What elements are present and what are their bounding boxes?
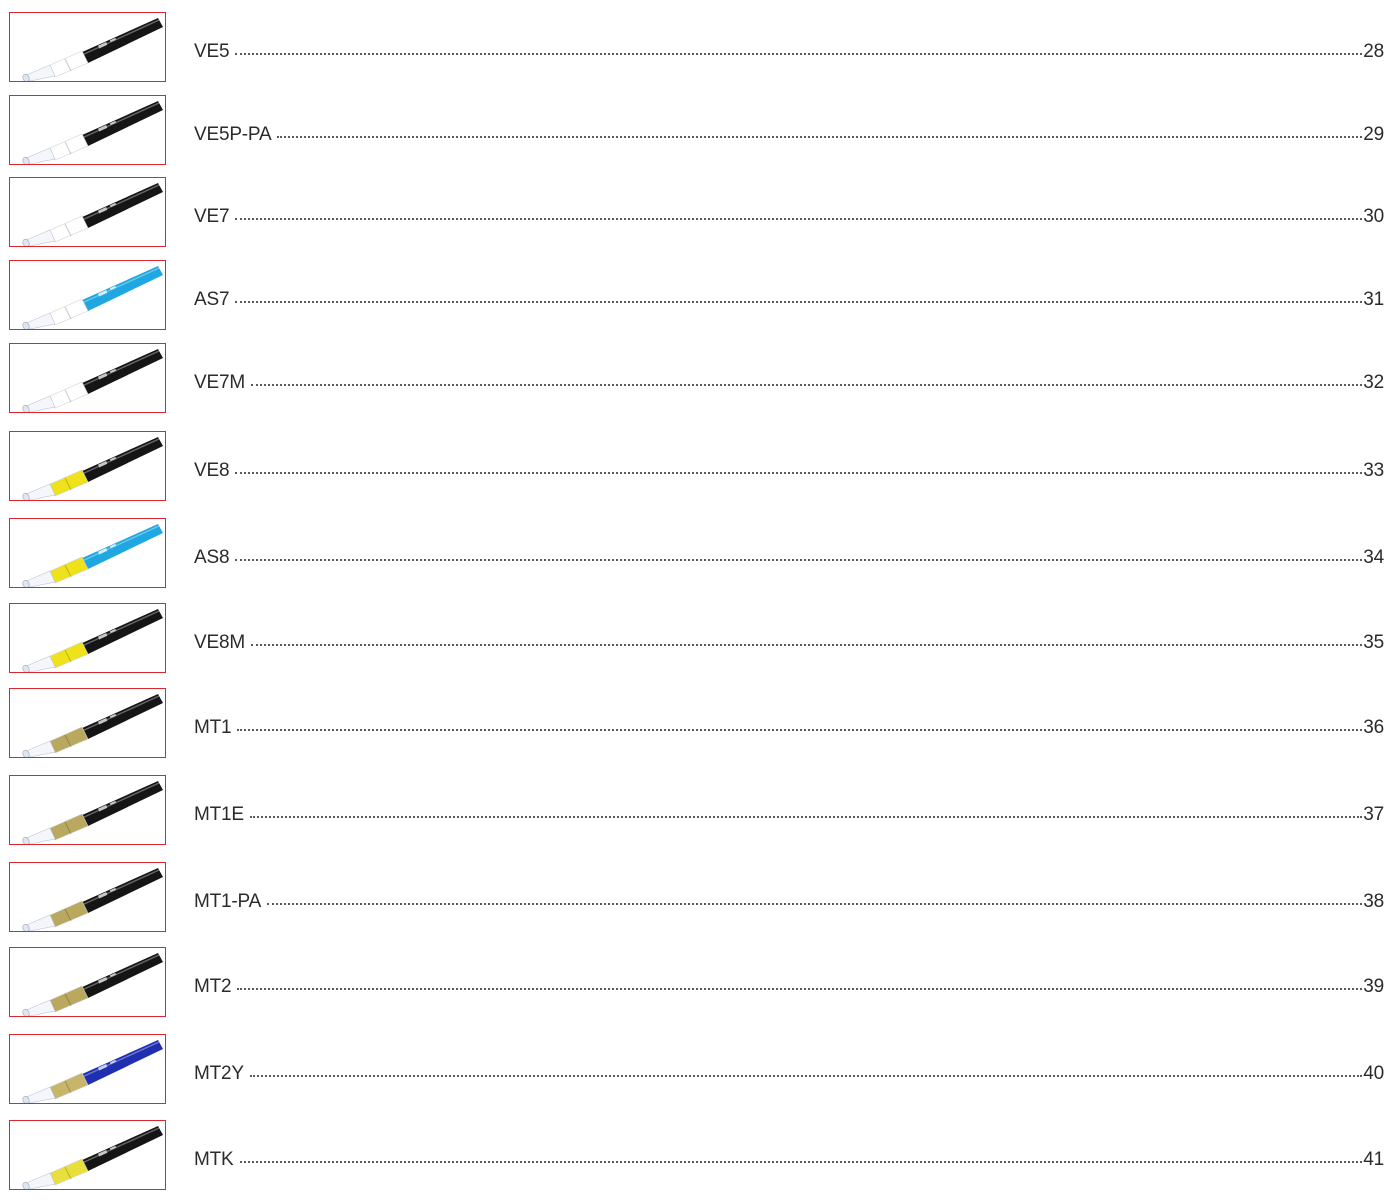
hose-thumbnail [9,947,166,1017]
dot-leader [235,558,1363,561]
dot-leader [249,815,1363,818]
hose-icon [22,524,163,587]
dot-leader [267,902,1363,905]
hose-thumbnail [9,12,166,82]
hose-thumbnail [9,862,166,932]
dot-leader [235,471,1363,474]
dot-leader [235,217,1363,220]
toc-line: VE8 33 [194,458,1384,484]
product-name: VE5P-PA [194,124,272,145]
hose-icon [22,437,163,500]
toc-entry-mt2y[interactable]: MT2Y 40 [0,1034,1392,1112]
hose-thumbnail [9,603,166,673]
dot-leader [250,383,1363,386]
toc-entry-ve8m[interactable]: VE8M 35 [0,603,1392,681]
toc-line: MT1-PA 38 [194,889,1384,915]
page-number: 39 [1363,976,1384,997]
product-name: MT1-PA [194,891,262,912]
toc-line: MT1 36 [194,715,1384,741]
dot-leader [235,52,1363,55]
product-name: VE5 [194,41,230,62]
hose-icon [22,694,163,757]
hose-thumbnail [9,775,166,845]
hose-thumbnail [9,95,166,165]
hose-icon [22,609,163,672]
page-number: 31 [1363,289,1384,310]
toc-entry-mt1e[interactable]: MT1E 37 [0,775,1392,853]
page-number: 40 [1363,1063,1384,1084]
hose-icon [22,349,163,412]
product-name: VE7M [194,372,245,393]
toc-entry-ve7[interactable]: VE7 30 [0,177,1392,255]
hose-thumbnail [9,518,166,588]
page-number: 28 [1363,41,1384,62]
toc-entry-ve5p-pa[interactable]: VE5P-PA 29 [0,95,1392,173]
toc-line: AS8 34 [194,545,1384,571]
page-number: 32 [1363,372,1384,393]
toc-entry-ve7m[interactable]: VE7M 32 [0,343,1392,421]
hose-icon [22,101,163,164]
hose-icon [22,183,163,246]
hose-icon [22,781,163,844]
hose-icon [22,868,163,931]
page-number: 34 [1363,547,1384,568]
dot-leader [239,1160,1363,1163]
hose-thumbnail [9,260,166,330]
dot-leader [277,135,1363,138]
toc-line: VE7 30 [194,204,1384,230]
toc-entry-as7[interactable]: AS7 31 [0,260,1392,338]
toc-entry-mtk[interactable]: MTK 41 [0,1120,1392,1198]
toc-entry-mt1-pa[interactable]: MT1-PA 38 [0,862,1392,940]
hose-thumbnail [9,1120,166,1190]
toc-line: MTK 41 [194,1147,1384,1173]
dot-leader [249,1074,1363,1077]
toc-line: VE5P-PA 29 [194,122,1384,148]
page-number: 38 [1363,891,1384,912]
hose-thumbnail [9,177,166,247]
hose-icon [22,1126,163,1189]
page-number: 30 [1363,206,1384,227]
product-name: MT1E [194,804,244,825]
product-name: VE7 [194,206,230,227]
page-number: 29 [1363,124,1384,145]
page-number: 33 [1363,460,1384,481]
toc-entry-ve5[interactable]: VE5 28 [0,12,1392,90]
dot-leader [250,643,1363,646]
toc-entry-mt2[interactable]: MT2 39 [0,947,1392,1025]
page-number: 35 [1363,632,1384,653]
dot-leader [237,987,1363,990]
toc-entry-as8[interactable]: AS8 34 [0,518,1392,596]
toc-line: VE8M 35 [194,630,1384,656]
hose-thumbnail [9,431,166,501]
toc-line: VE7M 32 [194,370,1384,396]
toc-entry-ve8[interactable]: VE8 33 [0,431,1392,509]
dot-leader [235,300,1363,303]
product-name: AS8 [194,547,230,568]
toc-line: MT2 39 [194,974,1384,1000]
hose-icon [22,18,163,81]
hose-thumbnail [9,1034,166,1104]
hose-thumbnail [9,343,166,413]
product-name: AS7 [194,289,230,310]
product-name: VE8M [194,632,245,653]
toc-line: VE5 28 [194,39,1384,65]
toc-line: MT1E 37 [194,802,1384,828]
product-name: MT2Y [194,1063,244,1084]
dot-leader [237,728,1363,731]
hose-icon [22,953,163,1016]
product-name: VE8 [194,460,230,481]
toc-line: MT2Y 40 [194,1061,1384,1087]
product-name: MT1 [194,717,232,738]
hose-thumbnail [9,688,166,758]
hose-icon [22,266,163,329]
product-name: MTK [194,1149,234,1170]
page-number: 37 [1363,804,1384,825]
toc-line: AS7 31 [194,287,1384,313]
hose-icon [22,1040,163,1103]
toc-entry-mt1[interactable]: MT1 36 [0,688,1392,766]
page-number: 41 [1363,1149,1384,1170]
page-number: 36 [1363,717,1384,738]
product-name: MT2 [194,976,232,997]
